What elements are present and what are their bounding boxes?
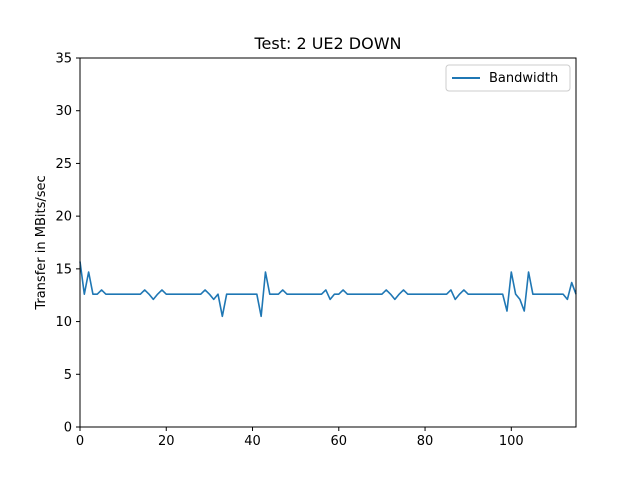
y-tick-label: 5 [64,368,72,383]
y-tick-label: 10 [55,315,72,330]
x-tick-label: 80 [417,434,434,449]
y-tick-label: 20 [55,210,72,225]
y-axis: 0 5 10 15 20 25 30 35 [55,52,80,436]
x-tick-label: 100 [499,434,524,449]
chart-title: Test: 2 UE2 DOWN [253,34,401,53]
y-axis-label: Transfer in MBits/sec [34,175,49,310]
legend: Bandwidth [445,64,571,92]
series-line-bandwidth [79,261,577,318]
plot-line-layer [79,261,577,318]
legend-box [445,64,571,92]
x-tick-label: 60 [331,434,348,449]
y-tick-label: 35 [55,52,72,67]
x-tick-label: 20 [158,434,175,449]
y-tick-label: 30 [55,104,72,119]
legend-label-bandwidth: Bandwidth [489,71,558,86]
x-tick-label: 40 [244,434,261,449]
x-axis: 0 20 40 60 80 100 [76,427,524,449]
y-tick-label: 25 [55,157,72,172]
plot-area-frame [79,57,577,428]
y-tick-label: 0 [64,421,72,436]
x-tick-label: 0 [76,434,84,449]
y-tick-label: 15 [55,262,72,277]
